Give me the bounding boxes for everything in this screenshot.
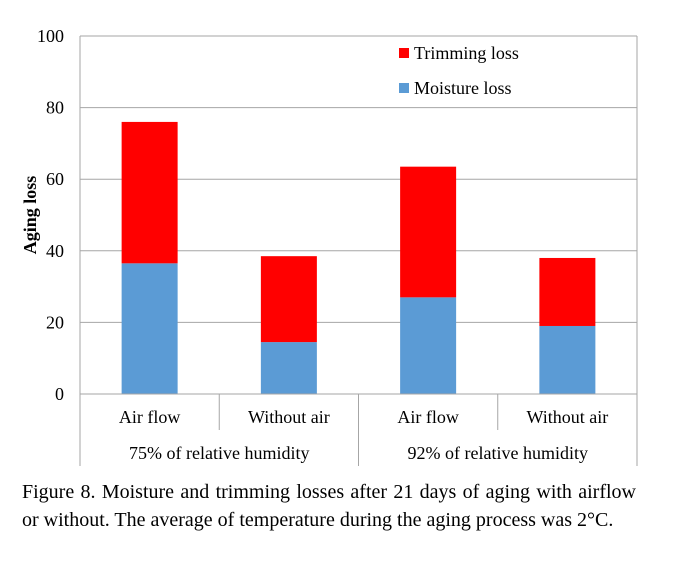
- legend-swatch-moisture-loss: [399, 83, 409, 93]
- legend-label-trimming-loss: Trimming loss: [414, 43, 519, 63]
- y-tick-label-40: 40: [46, 241, 64, 261]
- y-tick-label-80: 80: [46, 98, 64, 118]
- x-category-labels: Air flow Without air Air flow Without air 75…: [119, 407, 608, 463]
- bar-trimming-loss-3: [539, 257, 596, 326]
- bar-trimming-loss-1: [260, 256, 317, 343]
- x-tick-label-2: Air flow: [397, 407, 459, 427]
- y-tick-label-60: 60: [46, 169, 64, 189]
- x-tick-label-3: Without air: [526, 407, 608, 427]
- axes: [79, 36, 638, 466]
- bar-moisture-loss-0: [121, 263, 178, 394]
- figure-caption: Figure 8. Moisture and trimming losses a…: [22, 481, 636, 531]
- bar-moisture-loss-3: [539, 325, 596, 394]
- y-axis-label: Aging loss: [20, 176, 40, 255]
- x-tick-label-1: Without air: [248, 407, 330, 427]
- group-label-1: 92% of relative humidity: [408, 443, 588, 463]
- bar-moisture-loss-2: [400, 297, 457, 394]
- legend: Trimming loss Moisture loss: [399, 43, 519, 98]
- bar-trimming-loss-0: [121, 121, 178, 264]
- x-tick-label-0: Air flow: [119, 407, 181, 427]
- bar-trimming-loss-2: [400, 166, 457, 298]
- legend-swatch-trimming-loss: [399, 48, 409, 58]
- bar-moisture-loss-1: [260, 342, 317, 394]
- y-tick-label-100: 100: [37, 26, 64, 46]
- group-label-0: 75% of relative humidity: [129, 443, 309, 463]
- bars: [121, 121, 596, 394]
- legend-label-moisture-loss: Moisture loss: [414, 78, 512, 98]
- y-tick-label-0: 0: [55, 384, 64, 404]
- y-tick-labels: 0 20 40 60 80 100: [37, 26, 64, 404]
- y-tick-label-20: 20: [46, 312, 64, 332]
